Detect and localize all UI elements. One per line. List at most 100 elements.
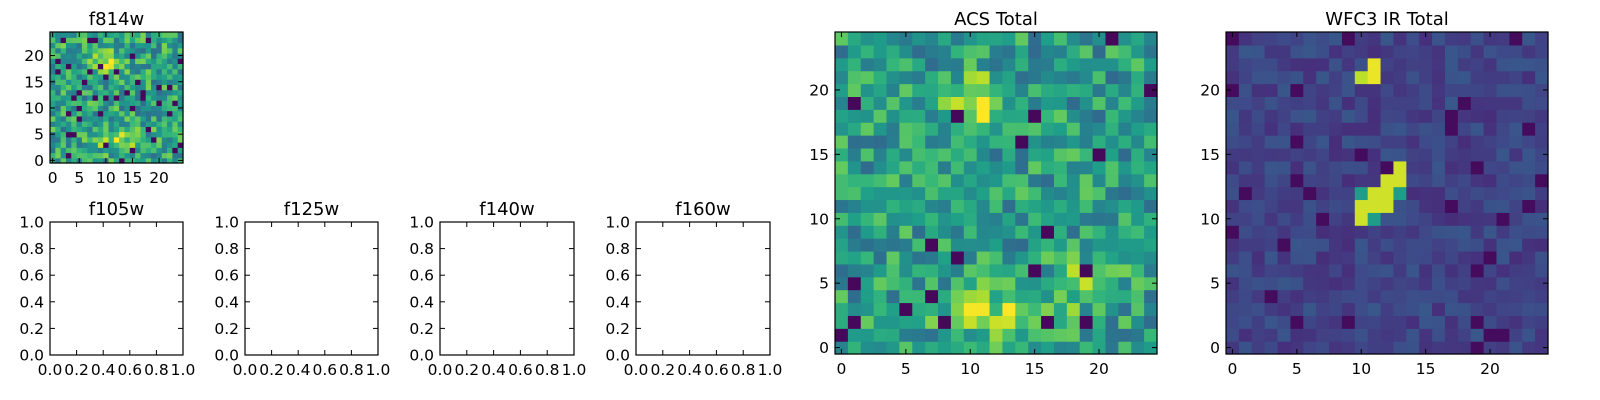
heatmap-cell (1470, 341, 1485, 355)
heatmap-cell (87, 73, 94, 80)
heatmap-cell (1329, 186, 1343, 201)
heatmap-cell (1131, 70, 1145, 85)
heatmap-cell (1092, 44, 1107, 59)
heatmap-cell (135, 58, 142, 65)
heatmap-cell (1496, 173, 1510, 188)
heatmap-cell (1118, 263, 1132, 278)
heatmap-cell (1028, 70, 1042, 85)
y-tick-label: 0.8 (605, 240, 630, 258)
heatmap-cell (873, 32, 888, 46)
heatmap-cell (167, 100, 173, 106)
heatmap-cell (1251, 160, 1266, 175)
heatmap-cell (1470, 225, 1485, 239)
heatmap-cell (1380, 122, 1395, 136)
heatmap-cell (1092, 83, 1107, 97)
heatmap-cell (1226, 212, 1240, 226)
heatmap-cell (108, 84, 115, 91)
heatmap-cell (976, 276, 991, 291)
heatmap-cell (1419, 160, 1433, 175)
heatmap-cell (65, 79, 72, 85)
heatmap-cell (1028, 122, 1042, 136)
heatmap-cell (103, 136, 110, 143)
heatmap-cell (1131, 238, 1145, 252)
heatmap-cell (1079, 212, 1094, 226)
heatmap-cell (92, 100, 99, 106)
heatmap-cell (1457, 186, 1472, 201)
heatmap-cell (925, 147, 939, 162)
heatmap-cell (1496, 199, 1510, 213)
heatmap-cell (1290, 225, 1304, 239)
heatmap-cell (1264, 199, 1279, 213)
heatmap-cell (156, 152, 163, 159)
heatmap-cell (1238, 289, 1253, 304)
heatmap-cell (1015, 135, 1029, 149)
heatmap-cell (1002, 160, 1016, 175)
heatmap-cell (873, 135, 888, 149)
heatmap-cell (161, 152, 168, 159)
heatmap-cell (92, 157, 99, 164)
panel-title: f140w (479, 199, 534, 220)
heatmap-cell (1329, 250, 1343, 265)
heatmap-cell (1290, 135, 1304, 149)
heatmap-cell (1079, 341, 1094, 355)
heatmap-cell (1303, 135, 1317, 149)
heatmap-cell (1380, 328, 1395, 342)
heatmap-cell (1079, 263, 1094, 278)
heatmap-cell (1264, 289, 1279, 304)
heatmap-cell (1144, 289, 1158, 304)
heatmap-cell (1118, 70, 1132, 85)
x-tick-label: 0.0 (624, 361, 649, 379)
heatmap-cell (1470, 122, 1485, 136)
heatmap-cell (847, 96, 862, 110)
heatmap-cell (71, 147, 78, 154)
heatmap-cell (76, 58, 83, 65)
heatmap-cell (1419, 186, 1433, 201)
heatmap-cell (145, 89, 152, 96)
heatmap-cell (81, 52, 88, 59)
heatmap-cell (950, 341, 965, 355)
heatmap-cell (847, 70, 862, 85)
heatmap-cell (156, 121, 163, 127)
heatmap-cell (1535, 44, 1549, 59)
heatmap-cell (92, 73, 99, 80)
heatmap-cell (71, 115, 78, 122)
heatmap-cell (1329, 109, 1343, 123)
heatmap-cell (1002, 147, 1016, 162)
heatmap-cell (135, 157, 142, 164)
heatmap-cell (1066, 44, 1081, 59)
heatmap-cell (1496, 289, 1510, 304)
heatmap-cell (1092, 160, 1107, 175)
heatmap-cell (1509, 109, 1523, 123)
heatmap-cell (1066, 57, 1081, 72)
heatmap-cell (1041, 341, 1055, 355)
heatmap-cell (1277, 109, 1291, 123)
heatmap-cell (1015, 276, 1029, 291)
heatmap-cell (1316, 160, 1330, 175)
heatmap-cell (1444, 225, 1459, 239)
y-tick-label: 5 (1210, 275, 1220, 293)
y-tick-label: 0.2 (605, 320, 630, 338)
heatmap-cell (1118, 199, 1132, 213)
heatmap-cell (873, 186, 888, 201)
heatmap-cell (1316, 250, 1330, 265)
heatmap-cell (60, 136, 67, 143)
heatmap-cell (151, 126, 157, 133)
heatmap-cell (1496, 135, 1510, 149)
heatmap-cell (177, 115, 184, 122)
heatmap-cell (1496, 302, 1510, 316)
heatmap-cell (1015, 225, 1029, 239)
heatmap-cell (1041, 302, 1055, 316)
heatmap-cell (60, 52, 67, 59)
heatmap-cell (1251, 57, 1266, 72)
heatmap-cell (124, 94, 131, 101)
heatmap-cell (1277, 186, 1291, 201)
heatmap-cell (1041, 199, 1055, 213)
heatmap-cell (1015, 302, 1029, 316)
heatmap-cell (1079, 186, 1094, 201)
heatmap-cell (140, 37, 147, 44)
heatmap-cell (963, 122, 978, 136)
heatmap-cell (1066, 32, 1081, 46)
heatmap-cell (1053, 289, 1068, 304)
heatmap-cell (1522, 147, 1536, 162)
heatmap-cell (938, 109, 952, 123)
